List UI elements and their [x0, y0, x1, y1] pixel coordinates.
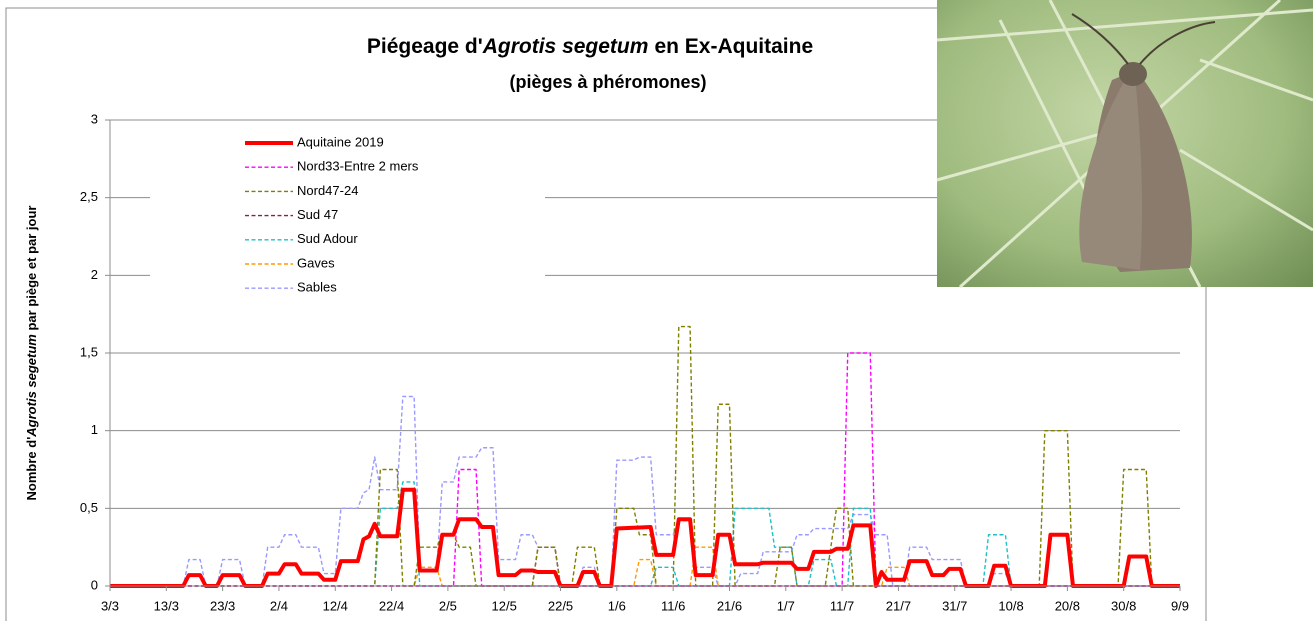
y-tick-label: 1,5: [80, 344, 98, 359]
y-tick-label: 1: [91, 422, 98, 437]
x-tick-label: 10/8: [998, 598, 1023, 613]
legend-label: Sables: [297, 280, 337, 295]
x-tick-label: 3/3: [101, 598, 119, 613]
x-tick-label: 21/6: [717, 598, 742, 613]
x-tick-label: 23/3: [210, 598, 235, 613]
x-tick-label: 13/3: [154, 598, 179, 613]
x-tick-label: 12/5: [492, 598, 517, 613]
moth-head: [1119, 62, 1147, 86]
y-tick-label: 2: [91, 267, 98, 282]
x-tick-label: 22/4: [379, 598, 404, 613]
y-tick-label: 0,5: [80, 500, 98, 515]
x-tick-label: 11/6: [661, 598, 685, 613]
x-tick-label: 9/9: [1171, 598, 1189, 613]
legend-label: Gaves: [297, 255, 335, 270]
x-tick-label: 30/8: [1111, 598, 1136, 613]
legend-label: Sud 47: [297, 207, 338, 222]
y-axis-label: Nombre d'Agrotis segetum par piège et pa…: [24, 206, 39, 501]
title-part: en Ex-Aquitaine: [654, 35, 813, 58]
y-label-part: par piège et par jour: [24, 206, 39, 335]
y-tick-label: 2,5: [80, 189, 98, 204]
legend-box: [150, 125, 545, 302]
legend-label: Nord47-24: [297, 183, 358, 198]
x-tick-label: 11/7: [830, 598, 854, 613]
title-part: Piégeage d': [367, 35, 483, 58]
x-tick-label: 1/6: [608, 598, 626, 613]
moth-photo: [937, 0, 1313, 287]
y-tick-label: 0: [91, 577, 98, 592]
chart: 0 0,5 1 1,5 2 2,5 3 3/3 13/3 23/3 2/4 12/4 22/4 2/5 12…: [0, 0, 1313, 621]
y-tick-label: 3: [91, 111, 98, 126]
legend-label: Nord33-Entre 2 mers: [297, 159, 419, 174]
title-part: Agrotis segetum: [482, 35, 649, 58]
x-tick-label: 12/4: [323, 598, 348, 613]
x-tick-label: 31/7: [942, 598, 967, 613]
chart-subtitle: (pièges à phéromones): [509, 72, 706, 92]
x-tick-label: 21/7: [886, 598, 911, 613]
x-tick-label: 22/5: [548, 598, 573, 613]
legend-label: Sud Adour: [297, 231, 358, 246]
x-tick-label: 20/8: [1055, 598, 1080, 613]
x-tick-label: 1/7: [777, 598, 795, 613]
y-label-part: Nombre d': [24, 437, 39, 501]
legend-label: Aquitaine 2019: [297, 134, 384, 149]
x-tick-label: 2/4: [270, 598, 288, 613]
page: {"chart_data": { "type": "line", "title"…: [0, 0, 1313, 621]
y-label-part: Agrotis segetum: [24, 334, 39, 438]
x-tick-label: 2/5: [439, 598, 457, 613]
